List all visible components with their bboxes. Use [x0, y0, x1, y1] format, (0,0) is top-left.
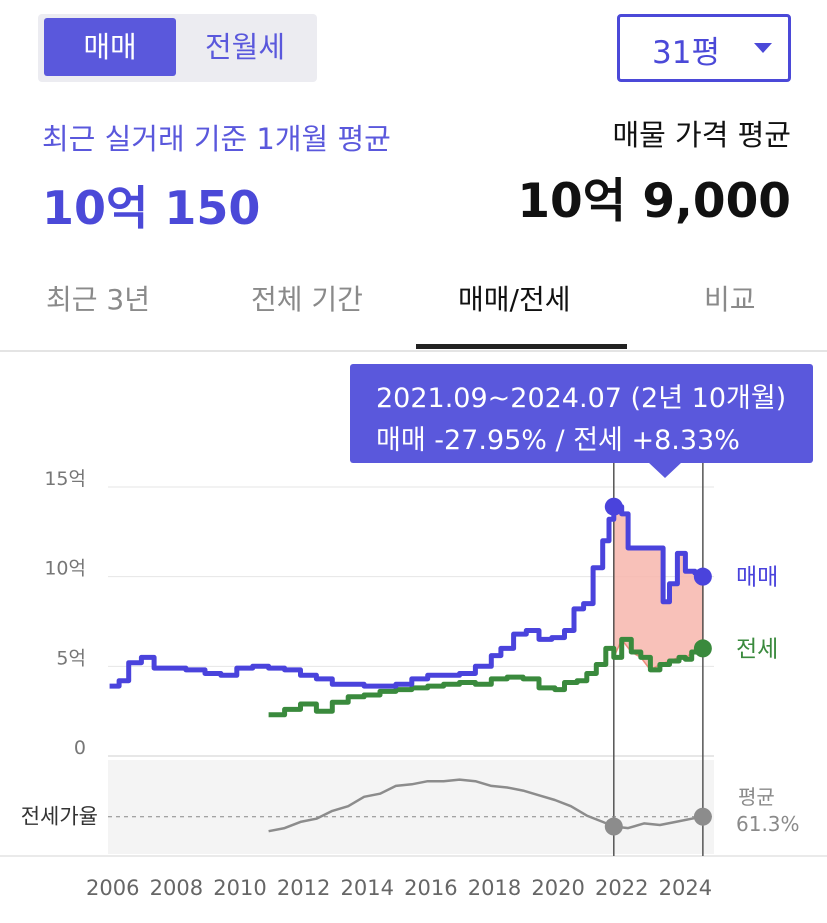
ratio-series-line [268, 778, 704, 833]
x-tick-label: 2016 [404, 876, 457, 900]
x-tick-label: 2010 [213, 876, 266, 900]
tab-sale-jeonse[interactable]: 매매/전세 [458, 283, 571, 316]
area-size-select[interactable]: 31평 [617, 14, 791, 82]
x-tick-label: 2012 [277, 876, 330, 900]
x-tick-label: 2018 [468, 876, 521, 900]
tooltip-period: 2021.09~2024.07 (2년 10개월) [376, 383, 787, 414]
sale-toggle-button[interactable]: 매매 [44, 18, 176, 76]
deal-type-toggle: 매매 전월세 [38, 14, 317, 82]
y-tick-label: 15억 [44, 468, 86, 490]
area-size-value: 31평 [652, 35, 720, 71]
listing-price-caption: 매물 가격 평균 [612, 118, 791, 152]
y-tick-label: 5억 [56, 647, 86, 669]
tooltip-change: 매매 -27.95% / 전세 +8.33% [376, 425, 740, 456]
ratio-average-caption: 평균 [738, 785, 775, 809]
chevron-down-icon [754, 43, 772, 53]
jeonse-series-line [268, 636, 703, 718]
y-tick-label: 10억 [44, 558, 86, 580]
x-tick-label: 2006 [86, 876, 139, 900]
x-tick-label: 2020 [531, 876, 584, 900]
jeonse-end-point [693, 639, 712, 658]
active-tab-indicator [416, 344, 627, 349]
tab-recent-3-years[interactable]: 최근 3년 [46, 283, 150, 316]
tooltip-pointer [648, 462, 682, 478]
range-tooltip: 2021.09~2024.07 (2년 10개월) 매매 -27.95% / 전… [350, 364, 813, 463]
recent-deal-value: 10억 150 [42, 181, 261, 235]
sale-series-label: 매매 [736, 565, 778, 591]
ratio-start-point [604, 817, 623, 836]
sale-end-point [693, 567, 712, 586]
ratio-average-value: 61.3% [736, 812, 800, 836]
x-tick-label: 2008 [150, 876, 203, 900]
tab-full-period[interactable]: 전체 기간 [251, 283, 363, 316]
ratio-label: 전세가율 [21, 805, 98, 829]
recent-deal-caption: 최근 실거래 기준 1개월 평균 [42, 122, 391, 156]
jeonse-series-label: 전세 [736, 636, 778, 662]
ratio-end-point [693, 807, 712, 826]
rent-toggle-button[interactable]: 전월세 [204, 30, 286, 64]
x-tick-label: 2014 [341, 876, 394, 900]
listing-price-value: 10억 9,000 [517, 174, 791, 229]
sale-start-point [604, 497, 623, 516]
sale-series-line [109, 504, 706, 689]
x-tick-label: 2022 [595, 876, 648, 900]
price-chart[interactable]: 0 5억 10억 15억 2006 2008 2010 2012 2014 2016 2018 202… [0, 352, 827, 923]
y-tick-label: 0 [74, 737, 86, 759]
x-tick-label: 2024 [659, 876, 712, 900]
tab-divider [0, 350, 827, 352]
ratio-panel-background [108, 760, 714, 854]
tab-compare[interactable]: 비교 [704, 283, 756, 316]
